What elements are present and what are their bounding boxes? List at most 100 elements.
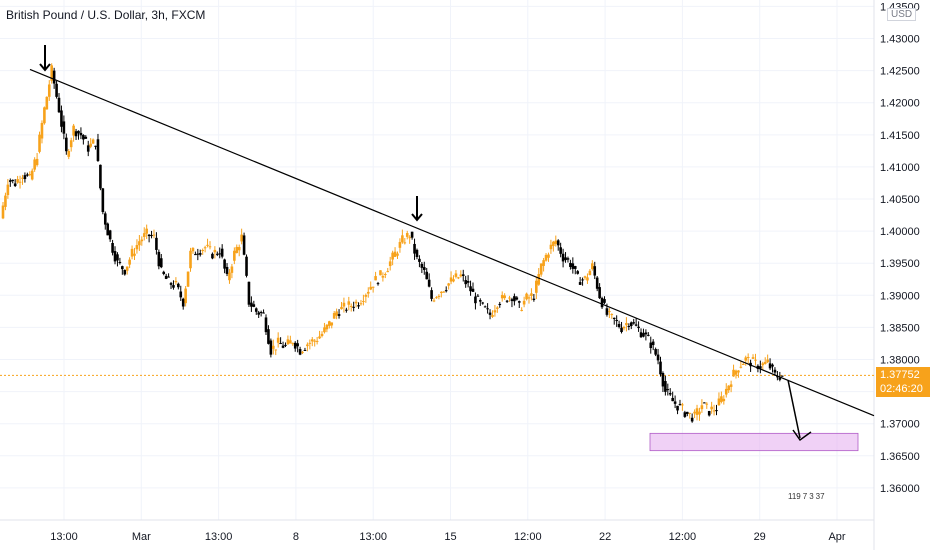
y-tick-label: 1.38500 bbox=[880, 322, 920, 334]
candle-body bbox=[559, 247, 562, 254]
candle-body bbox=[340, 306, 343, 310]
badge-1[interactable]: 119 bbox=[788, 492, 801, 501]
candle-body bbox=[296, 343, 299, 347]
candle-body bbox=[578, 282, 582, 285]
candle-body bbox=[230, 266, 234, 273]
candle-body bbox=[734, 370, 738, 375]
candles bbox=[1, 63, 784, 423]
candle-body bbox=[252, 304, 256, 307]
candle-body bbox=[140, 239, 144, 242]
candle-body bbox=[715, 410, 718, 412]
candle-body bbox=[422, 267, 426, 270]
candle-body bbox=[754, 359, 757, 361]
candle-body bbox=[591, 263, 594, 270]
candle-body bbox=[425, 271, 429, 280]
candle-body bbox=[55, 83, 58, 97]
candle-body bbox=[128, 259, 131, 265]
last-price: 1.37752 bbox=[880, 369, 920, 381]
candle-body bbox=[218, 253, 222, 255]
candle-body bbox=[703, 402, 706, 404]
candle-body bbox=[413, 243, 416, 254]
indicator-badges[interactable]: 119 7 3 37 bbox=[788, 492, 825, 501]
candle-body bbox=[496, 307, 499, 309]
candle-body bbox=[410, 231, 414, 238]
candle-body bbox=[301, 351, 304, 353]
down-arrow-head bbox=[39, 63, 51, 72]
grid bbox=[0, 0, 874, 520]
candle-body bbox=[77, 130, 80, 134]
candle-body bbox=[744, 357, 748, 361]
candle-body bbox=[86, 145, 90, 152]
candle-body bbox=[335, 311, 338, 316]
candle-body bbox=[737, 370, 740, 373]
candle-body bbox=[82, 134, 85, 140]
candle-body bbox=[500, 294, 504, 299]
candle-body bbox=[401, 235, 404, 243]
candle-body bbox=[315, 340, 319, 342]
candle-body bbox=[739, 366, 743, 368]
candle-body bbox=[108, 230, 112, 240]
candle-body bbox=[257, 312, 260, 315]
candle-body bbox=[408, 237, 411, 239]
candle-body bbox=[720, 396, 723, 402]
candle-body bbox=[99, 164, 102, 189]
candle-body bbox=[759, 366, 762, 369]
candle-body bbox=[746, 356, 750, 358]
candle-body bbox=[530, 293, 533, 296]
candle-body bbox=[520, 309, 523, 311]
candle-body bbox=[481, 302, 485, 304]
candle-body bbox=[79, 132, 83, 136]
candle-body bbox=[751, 357, 755, 359]
candle-body bbox=[535, 280, 538, 293]
candle-body bbox=[554, 240, 558, 244]
candle-body bbox=[155, 237, 158, 250]
candle-body bbox=[328, 321, 331, 326]
badge-3[interactable]: 3 bbox=[809, 492, 814, 501]
y-tick-label: 1.39000 bbox=[880, 290, 920, 302]
x-tick-label: 12:00 bbox=[514, 531, 542, 543]
candle-body bbox=[91, 139, 95, 144]
x-tick-label: 15 bbox=[444, 531, 456, 543]
candle-body bbox=[668, 393, 672, 395]
y-tick-label: 1.37000 bbox=[880, 419, 920, 431]
y-tick-label: 1.39500 bbox=[880, 258, 920, 270]
candle-body bbox=[581, 279, 584, 281]
candle-body bbox=[186, 271, 190, 287]
candle-body bbox=[651, 341, 655, 346]
currency-label: USD bbox=[887, 8, 917, 21]
candle-body bbox=[717, 398, 721, 406]
candle-body bbox=[235, 246, 239, 253]
candle-body bbox=[11, 179, 15, 181]
candle-body bbox=[203, 247, 207, 249]
candle-body bbox=[483, 306, 487, 308]
candle-body bbox=[147, 234, 151, 237]
candle-body bbox=[318, 336, 321, 339]
candle-body bbox=[430, 290, 433, 299]
candle-body bbox=[427, 279, 431, 287]
candle-body bbox=[349, 305, 353, 307]
x-tick-label: 22 bbox=[599, 531, 611, 543]
candle-body bbox=[459, 274, 463, 277]
candle-body bbox=[164, 275, 168, 279]
candle-body bbox=[28, 174, 32, 176]
candle-body bbox=[213, 249, 217, 253]
candle-body bbox=[547, 254, 550, 258]
candle-body bbox=[159, 258, 163, 268]
candle-body bbox=[52, 70, 56, 84]
candle-body bbox=[138, 241, 141, 246]
candle-body bbox=[310, 339, 314, 342]
candle-body bbox=[352, 306, 355, 308]
arrow-markers bbox=[39, 45, 812, 442]
candle-body bbox=[647, 334, 650, 336]
badge-4[interactable]: 37 bbox=[815, 492, 825, 501]
candle-body bbox=[418, 258, 421, 262]
candle-body bbox=[89, 143, 92, 147]
candle-body bbox=[65, 137, 68, 152]
candle-body bbox=[69, 140, 73, 148]
candle-body bbox=[486, 308, 489, 310]
candle-body bbox=[625, 322, 628, 326]
badge-2[interactable]: 7 bbox=[802, 492, 808, 501]
candle-body bbox=[106, 223, 110, 236]
candle-body bbox=[201, 250, 204, 252]
